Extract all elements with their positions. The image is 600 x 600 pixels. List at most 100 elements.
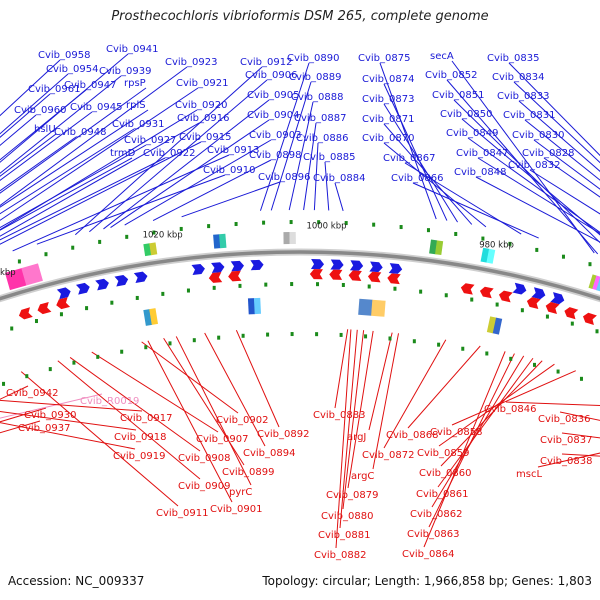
- reverse-gene-label[interactable]: Cvib_0860: [419, 468, 471, 479]
- forward-gene-label[interactable]: Cvib_0912: [240, 57, 292, 68]
- forward-gene-label[interactable]: Cvib_0834: [492, 72, 544, 83]
- forward-gene-label[interactable]: Cvib_0931: [112, 119, 164, 130]
- forward-gene-label[interactable]: Cvib_0833: [497, 91, 549, 102]
- forward-gene-label[interactable]: secA: [430, 51, 454, 62]
- reverse-gene-label[interactable]: Cvib_0942: [6, 388, 58, 399]
- forward-gene-label[interactable]: Cvib_0921: [176, 78, 228, 89]
- forward-gene-label[interactable]: Cvib_0903: [249, 130, 301, 141]
- reverse-gene-label[interactable]: Cvib_0858: [430, 427, 482, 438]
- reverse-gene-label[interactable]: Cvib_0863: [407, 529, 459, 540]
- reverse-gene-label[interactable]: Cvib_0872: [362, 450, 414, 461]
- forward-gene-label[interactable]: Cvib_0954: [46, 64, 98, 75]
- forward-gene-label[interactable]: trmD: [110, 148, 136, 159]
- reverse-gene-label[interactable]: Cvib_0882: [314, 550, 366, 561]
- forward-gene-label[interactable]: Cvib_0867: [383, 153, 435, 164]
- reverse-gene-label[interactable]: Cvib_0917: [120, 413, 172, 424]
- forward-gene-label[interactable]: Cvib_0851: [432, 90, 484, 101]
- reverse-gene-label[interactable]: pyrC: [229, 487, 252, 498]
- forward-gene-label[interactable]: Cvib_0866: [391, 173, 443, 184]
- forward-gene-label[interactable]: Cvib_0850: [440, 109, 492, 120]
- forward-gene-label[interactable]: Cvib_0886: [296, 133, 348, 144]
- forward-gene-label[interactable]: Cvib_0871: [362, 114, 414, 125]
- reverse-gene-label[interactable]: Cvib_0868: [386, 430, 438, 441]
- forward-gene-label[interactable]: Cvib_0885: [303, 152, 355, 163]
- forward-gene-label[interactable]: Cvib_0961: [28, 84, 80, 95]
- leader-line: [0, 89, 87, 161]
- reverse-gene-label[interactable]: Cvib_0909: [178, 481, 230, 492]
- forward-gene-label[interactable]: Cvib_0896: [258, 172, 310, 183]
- forward-gene-label[interactable]: hslU: [34, 124, 56, 135]
- forward-gene-label[interactable]: Cvib_0828: [522, 148, 574, 159]
- reverse-gene-label[interactable]: Cvib_0930: [24, 410, 76, 421]
- reverse-gene-label[interactable]: Cvib_0879: [326, 490, 378, 501]
- forward-gene-label[interactable]: Cvib_0849: [446, 128, 498, 139]
- leader-line: [235, 330, 280, 428]
- reverse-gene-label[interactable]: Cvib_0836: [538, 414, 590, 425]
- reverse-gene-label[interactable]: Cvib_0908: [178, 453, 230, 464]
- forward-gene-label[interactable]: Cvib_0887: [294, 113, 346, 124]
- forward-gene-label[interactable]: Cvib_0941: [106, 44, 158, 55]
- forward-gene-label[interactable]: Cvib_0927: [124, 135, 176, 146]
- reverse-gene-label[interactable]: Cvib_0837: [540, 435, 592, 446]
- forward-gene-label[interactable]: Cvib_0831: [503, 110, 555, 121]
- reverse-gene-label[interactable]: argJ: [347, 432, 366, 443]
- reverse-gene-label[interactable]: Cvib_0892: [257, 429, 309, 440]
- forward-gene-arrow: [56, 287, 71, 300]
- forward-gene-label[interactable]: Cvib_0870: [362, 133, 414, 144]
- forward-gene-label[interactable]: Cvib_0835: [487, 53, 539, 64]
- reverse-gene-label[interactable]: Cvib_0880: [321, 511, 373, 522]
- reverse-gene-label[interactable]: Cvib_0901: [210, 504, 262, 515]
- ring-dot: [144, 345, 148, 350]
- reverse-gene-label[interactable]: Cvib_0846: [484, 404, 536, 415]
- reverse-gene-label[interactable]: Cvib_0907: [196, 434, 248, 445]
- forward-gene-label[interactable]: Cvib_0945: [70, 102, 122, 113]
- forward-gene-label[interactable]: Cvib_0875: [358, 53, 410, 64]
- forward-gene-label[interactable]: Cvib_0873: [362, 94, 414, 105]
- reverse-gene-label[interactable]: Cvib_0883: [313, 410, 365, 421]
- reverse-gene-label[interactable]: Cvib_0902: [216, 415, 268, 426]
- reverse-gene-label[interactable]: Cvib_R0019: [80, 396, 139, 407]
- forward-gene-label[interactable]: Cvib_0889: [289, 72, 341, 83]
- forward-gene-label[interactable]: Cvib_0915: [179, 132, 231, 143]
- reverse-gene-label[interactable]: Cvib_0881: [318, 530, 370, 541]
- reverse-gene-label[interactable]: Cvib_0937: [18, 423, 70, 434]
- reverse-gene-label[interactable]: Cvib_0859: [417, 448, 469, 459]
- forward-gene-label[interactable]: Cvib_0910: [203, 165, 255, 176]
- reverse-gene-label[interactable]: Cvib_0899: [222, 467, 274, 478]
- reverse-gene-label[interactable]: Cvib_0864: [402, 549, 454, 560]
- forward-gene-label[interactable]: Cvib_0913: [207, 145, 259, 156]
- reverse-gene-label[interactable]: mscL: [516, 469, 542, 480]
- reverse-gene-label[interactable]: argC: [351, 471, 374, 482]
- forward-gene-label[interactable]: Cvib_0958: [38, 50, 90, 61]
- forward-gene-label[interactable]: Cvib_0874: [362, 74, 414, 85]
- reverse-gene-label[interactable]: Cvib_0861: [416, 489, 468, 500]
- forward-gene-label[interactable]: Cvib_0847: [456, 148, 508, 159]
- forward-gene-label[interactable]: Cvib_0922: [143, 148, 195, 159]
- forward-gene-label[interactable]: Cvib_0890: [287, 53, 339, 64]
- reverse-gene-label[interactable]: Cvib_0838: [540, 456, 592, 467]
- forward-gene-label[interactable]: Cvib_0920: [175, 100, 227, 111]
- forward-gene-label[interactable]: Cvib_0905: [247, 90, 299, 101]
- forward-gene-label[interactable]: Cvib_0939: [99, 66, 151, 77]
- reverse-gene-label[interactable]: Cvib_0894: [243, 448, 295, 459]
- forward-gene-label[interactable]: Cvib_0906: [245, 70, 297, 81]
- forward-gene-label[interactable]: Cvib_0848: [454, 167, 506, 178]
- forward-gene-label[interactable]: Cvib_0888: [291, 92, 343, 103]
- forward-gene-label[interactable]: Cvib_0852: [425, 70, 477, 81]
- forward-gene-label[interactable]: Cvib_0898: [249, 150, 301, 161]
- reverse-gene-label[interactable]: Cvib_0862: [410, 509, 462, 520]
- reverse-gene-label[interactable]: Cvib_0919: [113, 451, 165, 462]
- forward-gene-label[interactable]: Cvib_0947: [64, 80, 116, 91]
- forward-gene-label[interactable]: Cvib_0904: [247, 110, 299, 121]
- forward-gene-label[interactable]: rpsP: [124, 78, 146, 89]
- forward-gene-label[interactable]: Cvib_0948: [54, 127, 106, 138]
- reverse-gene-label[interactable]: Cvib_0911: [156, 508, 208, 519]
- forward-gene-label[interactable]: Cvib_0830: [512, 130, 564, 141]
- forward-gene-label[interactable]: Cvib_0923: [165, 57, 217, 68]
- forward-gene-label[interactable]: Cvib_0884: [313, 173, 365, 184]
- forward-gene-label[interactable]: Cvib_0916: [177, 113, 229, 124]
- forward-gene-label[interactable]: Cvib_0960: [14, 105, 66, 116]
- forward-gene-label[interactable]: rplS: [126, 100, 146, 111]
- forward-gene-label[interactable]: Cvib_0832: [508, 160, 560, 171]
- reverse-gene-label[interactable]: Cvib_0918: [114, 432, 166, 443]
